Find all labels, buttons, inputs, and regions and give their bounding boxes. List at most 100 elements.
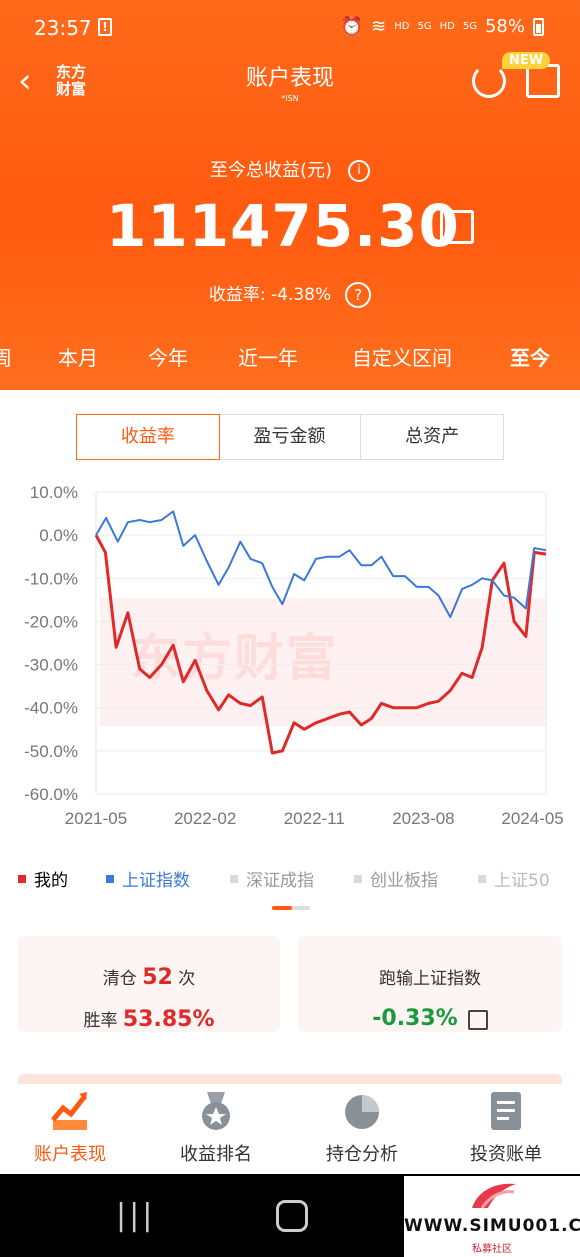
legend-item-chinext[interactable]: 创业板指 [354,866,438,891]
share-icon[interactable] [526,64,560,98]
legend-item-sse[interactable]: 上证指数 [106,866,190,891]
account-subtitle: *ISN [281,94,299,103]
header: 23:57 ! ⏰ ≋ HD 5G HD 5G 58% ‹ 东方财富 账户表现 … [0,0,580,390]
network-label-2: 5G [462,21,477,32]
site-url: WWW.SIMU001.CN [404,1216,580,1236]
battery-icon [533,17,544,36]
legend-swatch-sse50 [478,874,486,883]
total-income-label: 至今总收益(元) [209,160,333,181]
status-time: 23:57 [34,16,92,40]
legend-swatch-szse [230,874,238,883]
x-tick-label: 2021-05 [65,809,127,828]
return-rate-row: 收益率: -4.38%? [0,280,580,308]
nav-investment-bill[interactable]: 投资账单 [446,1090,566,1166]
chart-svg: 10.0% 0.0% -10.0% -20.0% -30.0% -40.0% -50.0% -… [24,483,564,828]
y-tick-label: 10.0% [30,483,78,502]
benchmark-value: -0.33% [372,1006,458,1031]
legend-swatch-chinext [354,874,362,883]
clearance-card: 清仓 52 次 胜率 53.85% [18,936,280,1032]
info-icon[interactable]: i [348,160,371,182]
nav-holding-analysis[interactable]: 持仓分析 [302,1090,422,1166]
refresh-icon[interactable] [472,64,506,98]
x-tick-label: 2022-02 [174,809,236,828]
pie-chart-icon [343,1090,381,1132]
legend-item-sse50[interactable]: 上证50 [478,866,550,891]
legend-swatch-mine [18,874,26,883]
tab-this-month[interactable]: 本月 [58,346,98,370]
benchmark-row: -0.33% [298,1006,562,1031]
return-chart: 东方财富 10.0% 0.0% -10.0% -20.0% -30.0% -40.0% -5… [0,478,580,838]
tab-last-year[interactable]: 近一年 [238,346,298,370]
site-subtitle: 私募社区 [472,1244,512,1255]
win-rate-value: 53.85% [122,1007,215,1032]
new-badge: NEW [502,52,551,69]
x-tick-label: 2023-08 [392,809,454,828]
benchmark-label: 跑输上证指数 [379,969,481,989]
legend-label-szse: 深证成指 [246,871,314,891]
y-tick-label: -40.0% [24,699,78,718]
network-label-1: 5G [417,21,432,32]
clearance-count: 52 [142,965,173,990]
alert-icon: ! [98,18,112,36]
legend-swatch-sse [106,874,114,883]
return-rate-value: -4.38% [271,285,332,305]
nav-label-return-ranking: 收益排名 [180,1144,252,1165]
legend-scroll-indicator [272,906,310,910]
tab-week[interactable]: 周 [0,346,12,370]
tab-custom-range[interactable]: 自定义区间 [352,346,452,370]
win-rate-row: 胜率 53.85% [18,1006,280,1032]
y-tick-label: -30.0% [24,656,78,675]
help-icon[interactable]: ? [345,282,372,308]
metric-segment: 收益率 盈亏金额 总资产 [76,414,504,460]
y-tick-label: -50.0% [24,742,78,761]
nav-account-performance[interactable]: 账户表现 [10,1090,130,1166]
status-icons: ⏰ ≋ HD 5G HD 5G 58% [341,16,544,37]
site-logo-icon [472,1183,516,1209]
site-watermark: WWW.SIMU001.CN 私募社区 [404,1176,580,1257]
series-line-mine [94,534,547,755]
hd-label-1: HD [394,21,410,32]
medal-icon [197,1090,235,1132]
external-link-icon[interactable] [467,1010,488,1030]
legend-label-sse: 上证指数 [122,871,190,891]
battery-text: 58% [484,16,525,37]
home-button[interactable] [276,1200,308,1232]
nav-label-investment-bill: 投资账单 [470,1144,542,1165]
page-title: 账户表现 [245,66,334,91]
return-rate-label: 收益率: [208,285,266,305]
win-rate-label: 胜率 [83,1011,118,1031]
brand-logo: 东方财富 [56,63,87,98]
back-icon[interactable]: ‹ [18,61,32,101]
nav-return-ranking[interactable]: 收益排名 [156,1090,276,1166]
legend-label-mine: 我的 [34,871,68,891]
nav-label-holding-analysis: 持仓分析 [326,1144,398,1165]
segment-profit-amount[interactable]: 盈亏金额 [219,415,362,459]
nav-bar: ‹ 东方财富 账户表现 *ISN NEW [0,52,580,116]
clearance-prefix: 清仓 [102,969,137,989]
export-icon[interactable] [440,210,474,244]
status-bar: 23:57 ! ⏰ ≋ HD 5G HD 5G 58% [0,0,580,56]
document-icon [487,1090,525,1132]
recent-apps-button[interactable]: ||| [116,1198,156,1233]
y-tick-label: 0.0% [39,526,78,545]
x-tick-label: 2024-05 [501,809,563,828]
legend-item-szse[interactable]: 深证成指 [230,866,314,891]
total-income-label-row: 至今总收益(元) i [0,156,580,182]
bottom-nav: 账户表现 收益排名 持仓分析 投资账单 [0,1084,580,1174]
legend-label-chinext: 创业板指 [370,871,438,891]
segment-total-assets[interactable]: 总资产 [405,426,460,447]
nav-label-account-performance: 账户表现 [34,1144,106,1165]
tab-since-inception[interactable]: 至今 [510,346,550,370]
legend-item-mine[interactable]: 我的 [18,866,68,891]
legend-label-sse50: 上证50 [494,871,550,891]
tab-this-year[interactable]: 今年 [148,346,188,370]
clearance-row: 清仓 52 次 [18,964,280,990]
next-card-peek [18,1074,562,1084]
total-income-value: 111475.30 [106,192,460,260]
period-tabs: 周 本月 今年 近一年 自定义区间 至今 [0,342,580,378]
alarm-icon: ⏰ [340,16,364,37]
chart-watermark-bg [100,598,546,726]
segment-return-rate[interactable]: 收益率 [76,414,220,460]
benchmark-card[interactable]: 跑输上证指数 -0.33% [298,936,562,1032]
y-tick-label: -20.0% [24,612,78,631]
